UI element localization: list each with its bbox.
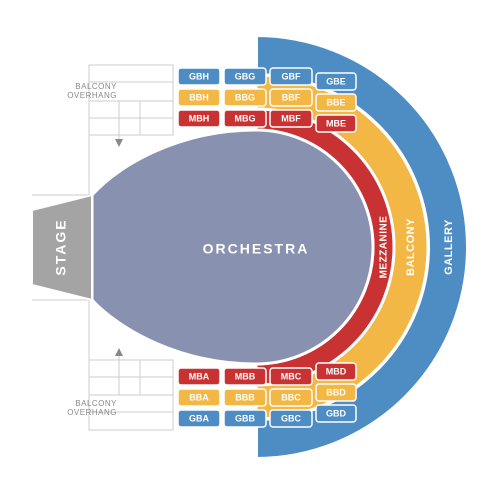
- svg-text:BALCONY: BALCONY: [75, 399, 117, 408]
- svg-text:BBB: BBB: [235, 392, 255, 402]
- svg-text:MBH: MBH: [189, 113, 210, 123]
- svg-text:GBA: GBA: [189, 413, 210, 423]
- svg-text:GBB: GBB: [235, 413, 256, 423]
- svg-text:BBE: BBE: [326, 97, 345, 107]
- annotation-top: BALCONY OVERHANG: [67, 82, 123, 147]
- svg-text:MBF: MBF: [281, 113, 301, 123]
- gallery-label: GALLERY: [443, 219, 455, 275]
- svg-text:OVERHANG: OVERHANG: [67, 408, 117, 417]
- svg-text:GBD: GBD: [326, 408, 347, 418]
- stage: STAGE: [32, 195, 92, 300]
- svg-text:BBH: BBH: [189, 92, 209, 102]
- svg-text:GBG: GBG: [235, 71, 256, 81]
- mezzanine-label: MEZZANINE: [379, 216, 390, 279]
- orchestra-label: ORCHESTRA: [203, 241, 310, 257]
- svg-text:BALCONY: BALCONY: [75, 82, 117, 91]
- stage-label: STAGE: [53, 218, 69, 275]
- svg-text:MBG: MBG: [235, 113, 256, 123]
- svg-text:MBC: MBC: [281, 371, 302, 381]
- annotation-bottom: BALCONY OVERHANG: [67, 348, 123, 417]
- svg-text:GBF: GBF: [282, 71, 302, 81]
- svg-text:MBA: MBA: [189, 371, 210, 381]
- seating-chart: STAGE ORCHESTRA MEZZANINE BALCONY GALLER…: [0, 0, 500, 500]
- svg-text:BBD: BBD: [326, 387, 346, 397]
- balcony-label: BALCONY: [405, 218, 417, 276]
- svg-text:BBA: BBA: [189, 392, 209, 402]
- svg-text:MBE: MBE: [326, 118, 346, 128]
- svg-text:BBC: BBC: [281, 392, 301, 402]
- svg-text:GBH: GBH: [189, 71, 209, 81]
- svg-text:GBC: GBC: [281, 413, 302, 423]
- svg-text:BBG: BBG: [235, 92, 255, 102]
- svg-text:BBF: BBF: [282, 92, 301, 102]
- svg-text:OVERHANG: OVERHANG: [67, 91, 117, 100]
- svg-text:MBD: MBD: [326, 366, 347, 376]
- svg-text:GBE: GBE: [326, 76, 346, 86]
- seating-svg: STAGE ORCHESTRA MEZZANINE BALCONY GALLER…: [0, 0, 500, 500]
- svg-text:MBB: MBB: [235, 371, 256, 381]
